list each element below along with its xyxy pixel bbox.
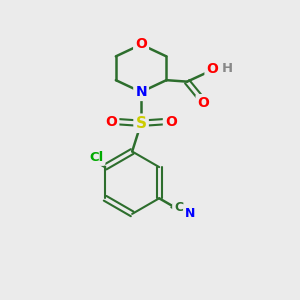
Text: O: O bbox=[206, 62, 218, 76]
Text: O: O bbox=[105, 115, 117, 129]
Text: O: O bbox=[165, 115, 177, 129]
Text: O: O bbox=[135, 38, 147, 52]
Text: C: C bbox=[174, 201, 183, 214]
Text: S: S bbox=[136, 116, 147, 131]
Text: H: H bbox=[222, 62, 233, 75]
Text: N: N bbox=[135, 85, 147, 99]
Text: N: N bbox=[185, 207, 195, 220]
Text: O: O bbox=[198, 96, 209, 110]
Text: Cl: Cl bbox=[89, 151, 103, 164]
